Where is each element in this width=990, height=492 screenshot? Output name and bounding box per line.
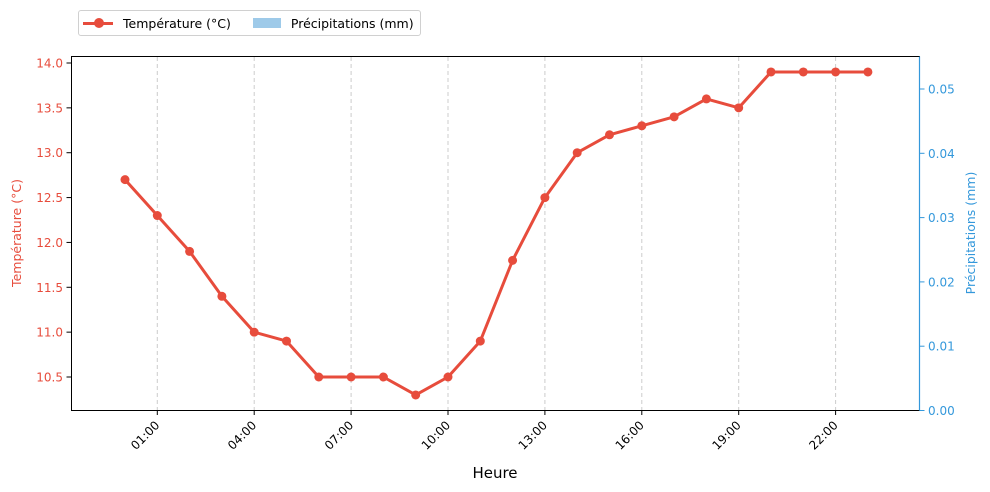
right-y-axis: 0.00 0.01 0.02 0.03 0.04 0.05 bbox=[919, 83, 955, 418]
data-point bbox=[185, 246, 195, 256]
data-point bbox=[411, 390, 421, 400]
data-point bbox=[314, 372, 324, 382]
data-point bbox=[249, 327, 259, 337]
data-point bbox=[508, 255, 518, 265]
x-axis-title: Heure bbox=[472, 464, 517, 482]
y-tick-label: 11.5 bbox=[36, 281, 63, 295]
line-marker-icon bbox=[83, 18, 113, 28]
legend-label-precipitation: Précipitations (mm) bbox=[290, 15, 414, 31]
y-tick-label: 13.5 bbox=[36, 101, 63, 115]
data-point bbox=[346, 372, 356, 382]
data-point bbox=[572, 148, 582, 158]
data-point bbox=[734, 103, 744, 113]
data-point bbox=[637, 121, 647, 131]
x-tick-label: 01:00 bbox=[128, 418, 162, 452]
y-tick-label: 10.5 bbox=[36, 371, 63, 385]
x-tick-label: 13:00 bbox=[516, 418, 550, 452]
x-tick-label: 16:00 bbox=[613, 418, 647, 452]
y2-tick-label: 0.02 bbox=[928, 275, 955, 289]
temperature-line bbox=[120, 67, 873, 400]
y2-tick-label: 0.03 bbox=[928, 211, 955, 225]
left-y-axis-title: Température (°C) bbox=[9, 179, 24, 288]
x-tick-label: 22:00 bbox=[806, 418, 840, 452]
x-tick-label: 04:00 bbox=[225, 418, 259, 452]
data-point bbox=[605, 130, 614, 140]
data-point bbox=[443, 372, 453, 382]
data-point bbox=[863, 67, 873, 77]
data-point bbox=[378, 372, 388, 382]
data-point bbox=[282, 336, 291, 346]
y-tick-label: 14.0 bbox=[36, 57, 63, 71]
x-tick-label: 10:00 bbox=[419, 418, 453, 452]
right-y-axis-title: Précipitations (mm) bbox=[963, 172, 978, 295]
legend: Température (°C) Précipitations (mm) bbox=[78, 10, 421, 36]
legend-item-temperature: Température (°C) bbox=[83, 16, 231, 31]
y-tick-label: 12.0 bbox=[36, 236, 63, 250]
data-point bbox=[831, 67, 841, 77]
y2-tick-label: 0.01 bbox=[928, 340, 955, 354]
data-point bbox=[766, 67, 776, 77]
legend-item-precipitation: Précipitations (mm) bbox=[252, 15, 414, 31]
x-axis: 01:00 04:00 07:00 10:00 13:00 16:00 19:00 22:00 bbox=[128, 410, 841, 453]
data-point bbox=[669, 112, 679, 122]
data-point bbox=[152, 211, 162, 221]
data-point bbox=[701, 94, 711, 104]
left-y-axis: 10.5 11.0 11.5 12.0 12.5 13.0 13.5 14.0 bbox=[36, 57, 72, 385]
x-tick-label: 07:00 bbox=[322, 418, 356, 452]
y-tick-label: 12.5 bbox=[36, 191, 63, 205]
y-tick-label: 11.0 bbox=[36, 326, 63, 340]
x-tick-label: 19:00 bbox=[709, 418, 743, 452]
plot-frame bbox=[71, 56, 920, 411]
data-point bbox=[540, 193, 550, 203]
data-point bbox=[217, 291, 227, 301]
legend-label-temperature: Température (°C) bbox=[123, 15, 231, 31]
y2-tick-label: 0.00 bbox=[928, 404, 955, 418]
bar-swatch-icon bbox=[252, 18, 281, 28]
grid-lines bbox=[156, 57, 837, 410]
y2-tick-label: 0.05 bbox=[928, 83, 955, 97]
data-point bbox=[798, 67, 808, 77]
y2-tick-label: 0.04 bbox=[928, 147, 955, 161]
data-point bbox=[120, 175, 130, 185]
y-tick-label: 13.0 bbox=[36, 146, 63, 160]
data-point bbox=[475, 336, 485, 346]
